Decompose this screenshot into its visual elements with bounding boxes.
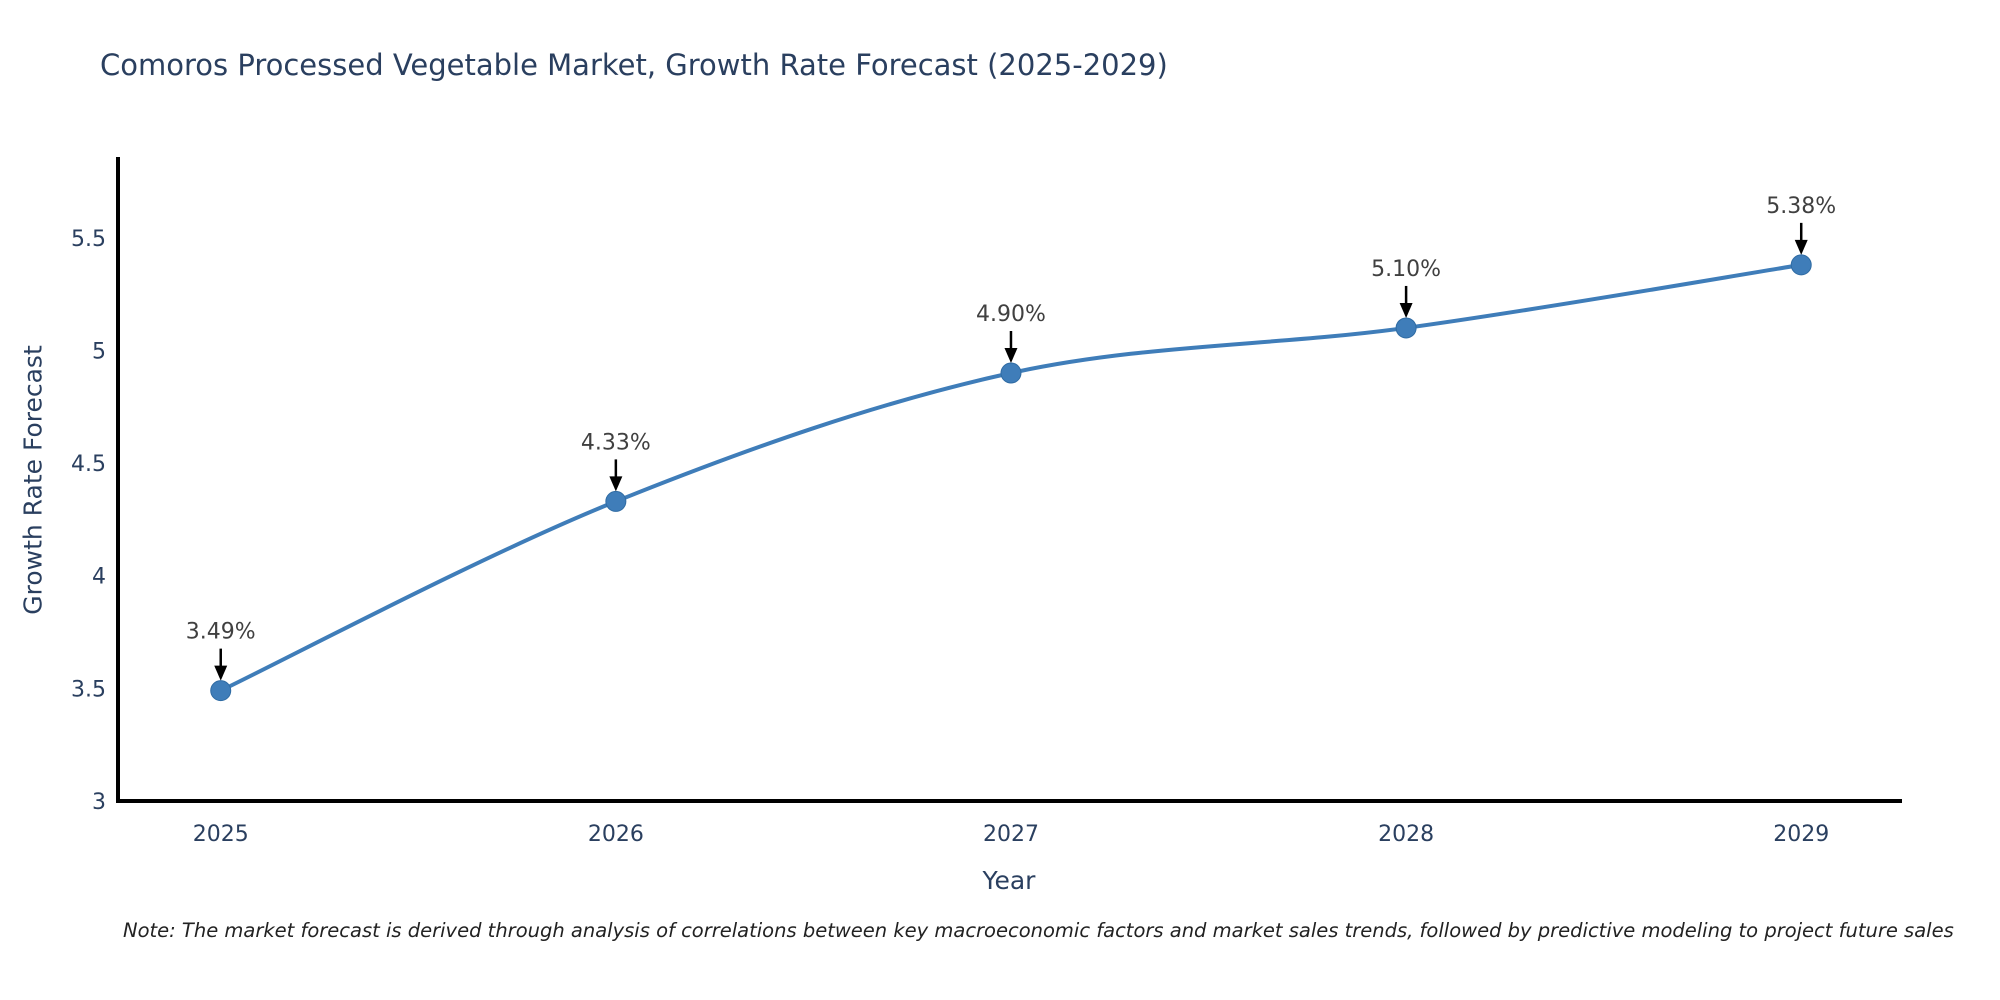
annotation-arrowhead [1004,348,1018,363]
chart-title: Comoros Processed Vegetable Market, Grow… [100,48,1168,82]
data-point-label: 5.10% [1371,257,1441,282]
x-tick-label: 2029 [1773,822,1829,847]
data-point-label: 4.90% [976,302,1046,327]
data-point-label: 5.38% [1766,194,1836,219]
axis-lines [116,157,1902,803]
annotation-arrowhead [1794,239,1808,255]
data-point-label: 3.49% [186,620,256,645]
x-tick-label: 2028 [1378,822,1434,847]
data-point-marker[interactable] [1000,362,1022,384]
annotation-arrowhead [609,476,623,492]
data-point-label: 4.33% [581,430,651,455]
data-point-marker[interactable] [1790,254,1812,276]
x-tick-label: 2026 [588,822,644,847]
y-tick-label: 4.5 [71,452,106,477]
forecast-line [218,262,1804,693]
annotation-arrowhead [214,665,228,681]
y-tick-label: 4 [92,565,106,590]
y-tick-label: 3.5 [71,677,106,702]
x-axis-title: Year [982,866,1036,895]
y-tick-label: 3 [92,790,106,815]
x-tick-label: 2027 [983,822,1039,847]
y-tick-label: 5 [92,339,106,364]
data-point-marker[interactable] [1395,317,1417,339]
data-point-marker[interactable] [210,680,232,702]
y-tick-label: 5.5 [71,227,106,252]
x-tick-label: 2025 [193,822,249,847]
data-point-marker[interactable] [605,490,627,512]
annotation-arrowhead [1399,302,1413,318]
chart-note: Note: The market forecast is derived thr… [123,919,1954,942]
